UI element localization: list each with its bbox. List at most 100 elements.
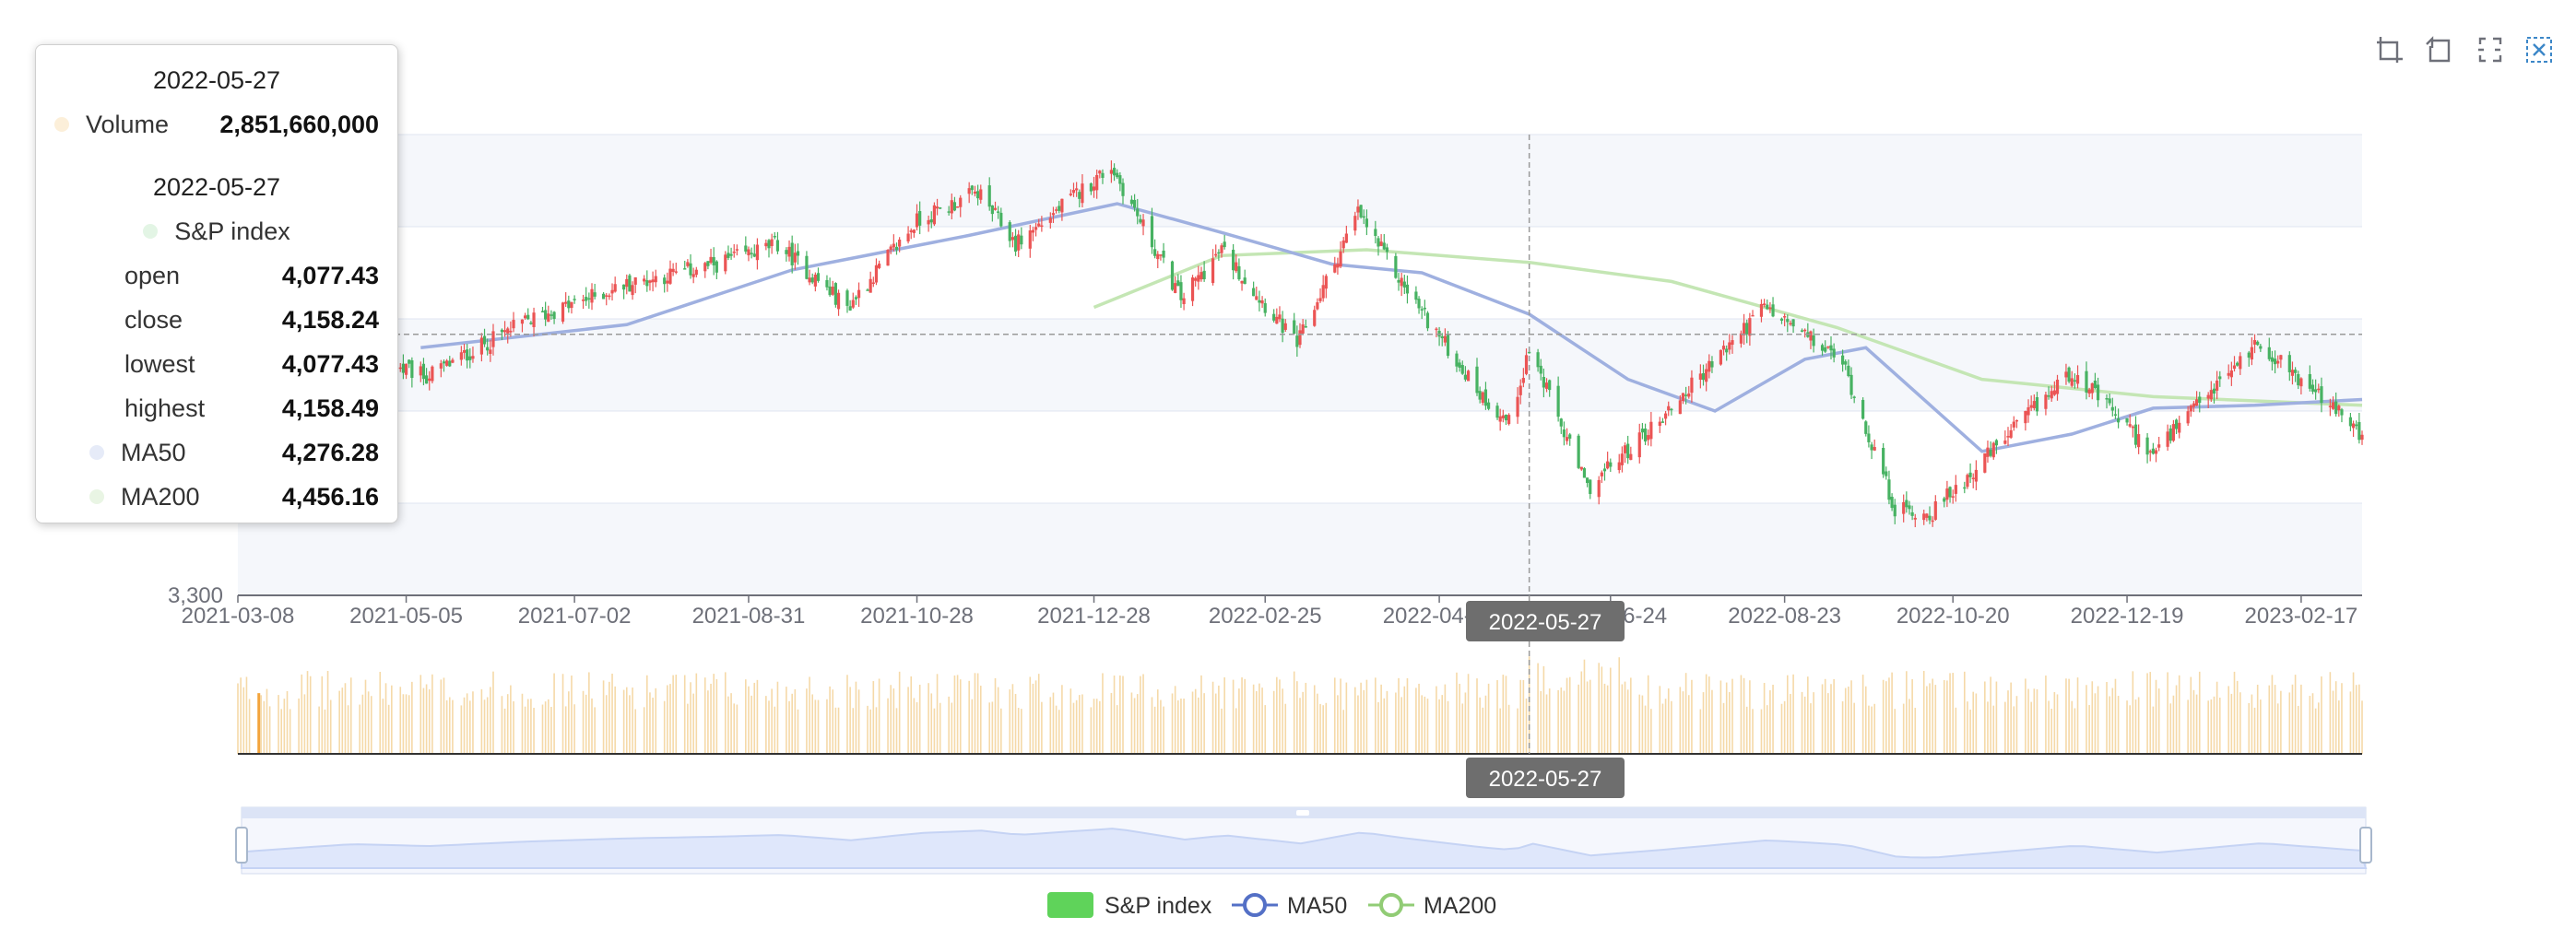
candle-body <box>1295 335 1299 347</box>
zoom-icon[interactable] <box>2375 35 2405 65</box>
candle-body <box>439 363 443 369</box>
candle-body <box>1963 487 1967 489</box>
candle-body <box>1243 277 1247 285</box>
zoom-reset-icon[interactable] <box>2425 35 2454 65</box>
volume-bar <box>1894 709 1897 754</box>
candle-body <box>622 284 626 290</box>
save-image-icon[interactable] <box>2524 35 2554 65</box>
candle-body <box>793 253 797 263</box>
candle-body <box>1362 216 1365 218</box>
x-tick-label: 2022-08-23 <box>1728 604 1841 629</box>
volume-bar <box>786 687 787 754</box>
candle-body <box>1443 335 1447 343</box>
legend-item-ma200[interactable]: MA200 <box>1368 893 1496 919</box>
volume-bar <box>1153 706 1156 754</box>
candle-body <box>2314 389 2318 393</box>
candle-body <box>787 246 791 257</box>
data-zoom-drag-grip[interactable] <box>1296 810 1309 816</box>
candle-body <box>1518 385 1522 395</box>
data-zoom-right-handle[interactable] <box>2359 827 2372 864</box>
candle-body <box>1771 304 1775 317</box>
candle-body <box>2267 347 2271 359</box>
volume-bar <box>2053 691 2056 754</box>
candle-body <box>1994 440 1999 446</box>
candle-body <box>1365 218 1368 228</box>
volume-bar <box>379 672 382 754</box>
volume-bar <box>301 674 303 754</box>
candle-body <box>2003 440 2007 444</box>
volume-bar <box>306 671 309 754</box>
candle-body <box>952 202 957 211</box>
volume-bar <box>1418 683 1420 754</box>
candle-body <box>1731 340 1734 346</box>
volume-bar <box>1029 676 1032 754</box>
candle-body <box>573 299 576 300</box>
volume-bar <box>1946 680 1948 754</box>
candle-body <box>878 264 881 268</box>
candle-body <box>1893 504 1897 517</box>
volume-bar <box>2025 678 2027 754</box>
volume-bar <box>730 693 732 754</box>
volume-bar <box>2097 686 2099 754</box>
candle-body <box>724 254 727 272</box>
restore-icon[interactable] <box>2475 35 2504 65</box>
candle-body <box>1582 468 1587 478</box>
volume-bar <box>533 708 535 754</box>
candle-body <box>1751 314 1755 317</box>
volume-bar <box>837 707 840 754</box>
volume-bar <box>1873 703 1876 754</box>
candle-body <box>1318 298 1322 301</box>
volume-bar <box>1850 680 1852 754</box>
candle-body <box>1010 237 1014 241</box>
candle-body <box>601 293 606 300</box>
volume-bar <box>1113 676 1116 754</box>
legend-item-ma50[interactable]: MA50 <box>1232 893 1347 919</box>
volume-bar <box>2134 699 2137 754</box>
volume-bar <box>703 677 706 754</box>
volume-bar <box>2341 683 2343 754</box>
volume-bar <box>1305 682 1307 754</box>
volume-bar <box>1650 709 1652 754</box>
candle-body <box>1382 242 1386 250</box>
tooltip-ma200-row: MA200 4,456.16 <box>54 475 379 519</box>
candle-body <box>2171 424 2176 441</box>
volume-bar <box>1868 705 1870 754</box>
volume-bar <box>571 676 573 754</box>
volume-bar <box>1061 685 1063 754</box>
volume-bar <box>1702 692 1705 754</box>
tooltip-open-label: open <box>124 261 181 289</box>
volume-bar <box>2230 693 2233 754</box>
candle-body <box>845 290 849 306</box>
candle-body <box>1028 230 1032 249</box>
legend-item-sp-index[interactable]: S&P index <box>1047 892 1212 919</box>
volume-bar <box>1360 682 1362 754</box>
candle-body <box>1394 255 1398 278</box>
data-zoom-left-handle[interactable] <box>235 827 248 864</box>
candle-body <box>2133 424 2138 445</box>
volume-bar <box>2111 688 2114 754</box>
x-tick-label: 2021-08-31 <box>692 604 806 629</box>
candle-body <box>2151 448 2155 454</box>
candle-body <box>462 349 467 353</box>
volume-bar <box>411 681 413 754</box>
volume-bar <box>1926 686 1928 754</box>
candle-body <box>2227 372 2230 376</box>
volume-bar <box>384 683 387 754</box>
x-tick-label: 2021-12-28 <box>1037 604 1151 629</box>
volume-bar <box>910 676 913 754</box>
tooltip-open-row: open 4,077.43 <box>54 253 379 298</box>
volume-bar <box>347 705 349 754</box>
volume-bar <box>2300 684 2302 754</box>
tooltip-highest-row: highest 4,158.49 <box>54 386 379 430</box>
candle-body <box>1829 345 1833 351</box>
volume-bar <box>1279 679 1281 754</box>
volume-bar <box>245 676 248 754</box>
candle-body <box>2189 405 2192 412</box>
volume-bar <box>1235 708 1237 754</box>
data-zoom-slider[interactable] <box>235 806 2372 875</box>
volume-bar <box>2027 688 2029 754</box>
volume-bar <box>480 688 483 754</box>
volume-bar <box>713 674 715 754</box>
volume-bar <box>1871 706 1873 754</box>
candle-body <box>1586 477 1589 484</box>
